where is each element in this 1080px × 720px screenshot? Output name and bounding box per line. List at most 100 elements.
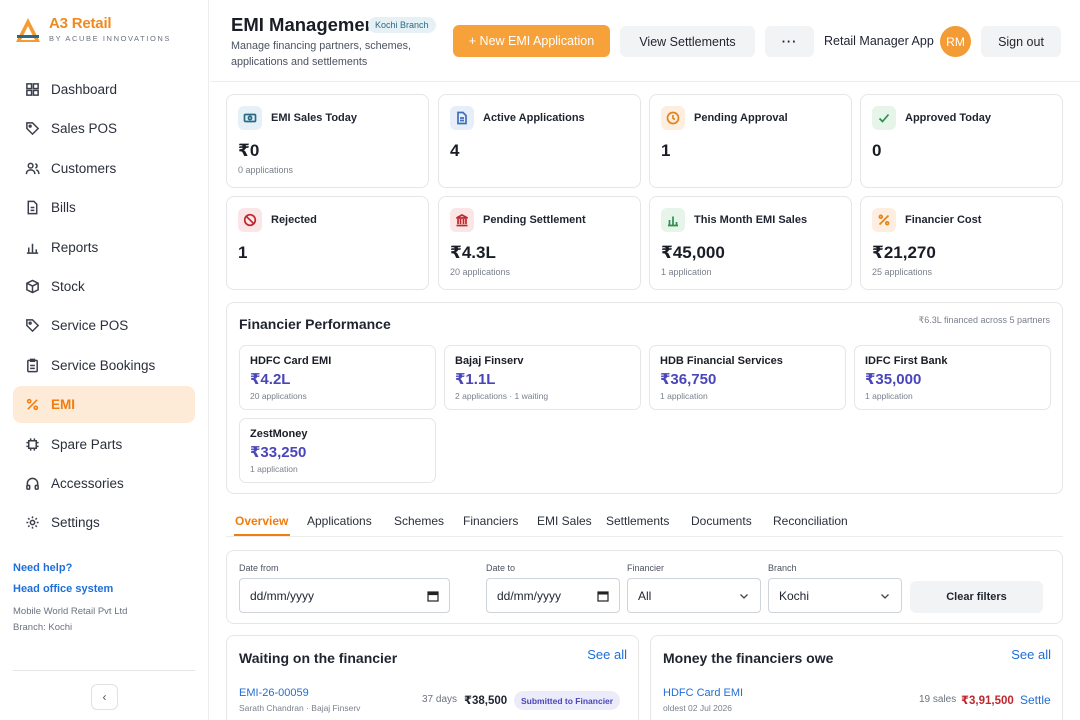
stat-label: Approved Today: [905, 112, 991, 124]
financier-sub: 1 application: [250, 464, 298, 474]
stat-card[interactable]: Pending Settlement ₹4.3L 20 applications: [438, 196, 641, 290]
ban-icon: [238, 208, 262, 232]
sidebar-item-accessories[interactable]: Accessories: [13, 465, 195, 502]
financier-sub: 1 application: [660, 391, 708, 401]
sidebar-item-spare-parts[interactable]: Spare Parts: [13, 426, 195, 463]
stat-card[interactable]: Pending Approval 1: [649, 94, 852, 188]
stat-value: 0: [872, 141, 882, 160]
tab-emi-sales[interactable]: EMI Sales: [537, 514, 592, 528]
need-help-link[interactable]: Need help?: [13, 562, 73, 574]
date-from-value: dd/mm/yyyy: [250, 588, 315, 603]
tab-financiers[interactable]: Financiers: [463, 514, 519, 528]
gear-icon: [24, 515, 40, 531]
stat-sub: 0 applications: [238, 165, 294, 175]
clipboard-icon: [24, 357, 40, 373]
branch-select[interactable]: Kochi: [768, 578, 902, 613]
sidebar-item-label: Accessories: [51, 475, 124, 491]
new-emi-application-button[interactable]: + New EMI Application: [453, 25, 610, 57]
brand-tagline: BY ACUBE INNOVATIONS: [49, 34, 172, 43]
sidebar-item-customers[interactable]: Customers: [13, 150, 195, 187]
sign-out-button[interactable]: Sign out: [981, 26, 1061, 57]
tab-overview[interactable]: Overview: [235, 514, 289, 528]
bar-chart-icon: [24, 239, 40, 255]
financier-card-hdb[interactable]: HDB Financial Services ₹36,750 1 applica…: [649, 345, 846, 410]
bank-icon: [450, 208, 474, 232]
calendar-icon[interactable]: [427, 590, 439, 602]
sidebar-item-service-pos[interactable]: Service POS: [13, 307, 195, 344]
see-all-link[interactable]: See all: [587, 647, 627, 662]
sidebar-item-label: Spare Parts: [51, 436, 123, 452]
brand[interactable]: A3 Retail BY ACUBE INNOVATIONS: [14, 16, 171, 44]
financier-value: ₹35,000: [865, 371, 922, 388]
financier-select[interactable]: All: [627, 578, 761, 613]
tab-bar: Overview Applications Schemes Financiers…: [226, 510, 1063, 537]
stat-label: Rejected: [271, 214, 317, 226]
application-id-link[interactable]: EMI-26-00059: [239, 687, 309, 699]
head-office-link[interactable]: Head office system: [13, 583, 114, 595]
stat-card[interactable]: EMI Sales Today ₹0 0 applications: [226, 94, 429, 188]
sidebar-item-stock[interactable]: Stock: [13, 268, 195, 305]
financier-value: ₹33,250: [250, 444, 307, 461]
settle-button[interactable]: Settle: [1020, 693, 1051, 707]
stat-label: Active Applications: [483, 112, 585, 124]
panel-title: Money the financiers owe: [663, 650, 834, 666]
tab-applications[interactable]: Applications: [307, 514, 372, 528]
filters-panel: Date from dd/mm/yyyy Date to dd/mm/yyyy …: [226, 550, 1063, 624]
clear-filters-button[interactable]: Clear filters: [910, 581, 1043, 613]
stat-label: Pending Approval: [694, 112, 788, 124]
financier-name: Bajaj Finserv: [455, 355, 524, 367]
financier-card-hdfc[interactable]: HDFC Card EMI ₹4.2L 20 applications: [239, 345, 436, 410]
percent-icon: [24, 397, 40, 413]
sidebar-nav: Dashboard Sales POS Customers Bills Repo…: [13, 71, 195, 544]
cash-icon: [238, 106, 262, 130]
financier-name: ZestMoney: [250, 428, 308, 440]
see-all-link[interactable]: See all: [1011, 647, 1051, 662]
sidebar-item-reports[interactable]: Reports: [13, 229, 195, 266]
tab-reconciliation[interactable]: Reconciliation: [773, 514, 848, 528]
bar-chart-icon: [661, 208, 685, 232]
chevron-down-icon: [740, 593, 748, 599]
sidebar-item-service-bookings[interactable]: Service Bookings: [13, 347, 195, 384]
financier-value: ₹4.2L: [250, 371, 291, 388]
oldest-date: oldest 02 Jul 2026: [663, 703, 732, 713]
tab-documents[interactable]: Documents: [691, 514, 752, 528]
section-title: Financier Performance: [239, 316, 391, 332]
sidebar-item-label: Service POS: [51, 318, 129, 334]
grid-icon: [24, 82, 40, 98]
collapse-sidebar-button[interactable]: ‹: [91, 684, 118, 710]
stat-card[interactable]: This Month EMI Sales ₹45,000 1 application: [649, 196, 852, 290]
tag-icon: [24, 121, 40, 137]
view-settlements-button[interactable]: View Settlements: [620, 26, 755, 57]
stat-card[interactable]: Rejected 1: [226, 196, 429, 290]
sidebar-item-dashboard[interactable]: Dashboard: [13, 71, 195, 108]
sidebar: A3 Retail BY ACUBE INNOVATIONS Dashboard…: [0, 0, 209, 720]
financier-performance: Financier Performance ₹6.3L financed acr…: [226, 302, 1063, 494]
tab-settlements[interactable]: Settlements: [606, 514, 670, 528]
more-options-button[interactable]: ···: [765, 26, 814, 57]
financier-sub: 20 applications: [250, 391, 307, 401]
days-waiting: 37 days: [422, 694, 458, 705]
date-to-input[interactable]: dd/mm/yyyy: [486, 578, 620, 613]
sidebar-item-sales-pos[interactable]: Sales POS: [13, 110, 195, 147]
check-icon: [872, 106, 896, 130]
sidebar-item-emi[interactable]: EMI: [13, 386, 195, 424]
avatar[interactable]: RM: [940, 26, 971, 57]
date-from-input[interactable]: dd/mm/yyyy: [239, 578, 450, 613]
status-badge: Submitted to Financier: [514, 691, 621, 710]
financier-link[interactable]: HDFC Card EMI: [663, 687, 744, 699]
financier-card-idfc[interactable]: IDFC First Bank ₹35,000 1 application: [854, 345, 1051, 410]
stat-sub: 20 applications: [450, 267, 511, 277]
tab-schemes[interactable]: Schemes: [394, 514, 445, 528]
sidebar-item-settings[interactable]: Settings: [13, 504, 195, 541]
financier-card-zestmoney[interactable]: ZestMoney ₹33,250 1 application: [239, 418, 436, 483]
stat-value: 1: [238, 243, 248, 262]
financier-card-bajaj[interactable]: Bajaj Finserv ₹1.1L 2 applications · 1 w…: [444, 345, 641, 410]
stat-card[interactable]: Active Applications 4: [438, 94, 641, 188]
sales-count: 19 sales: [919, 694, 957, 705]
financier-sub: 1 application: [865, 391, 913, 401]
stat-card[interactable]: Financier Cost ₹21,270 25 applications: [860, 196, 1063, 290]
sidebar-item-bills[interactable]: Bills: [13, 189, 195, 226]
calendar-icon[interactable]: [597, 590, 609, 602]
stat-card[interactable]: Approved Today 0: [860, 94, 1063, 188]
stat-value: 1: [661, 141, 671, 160]
